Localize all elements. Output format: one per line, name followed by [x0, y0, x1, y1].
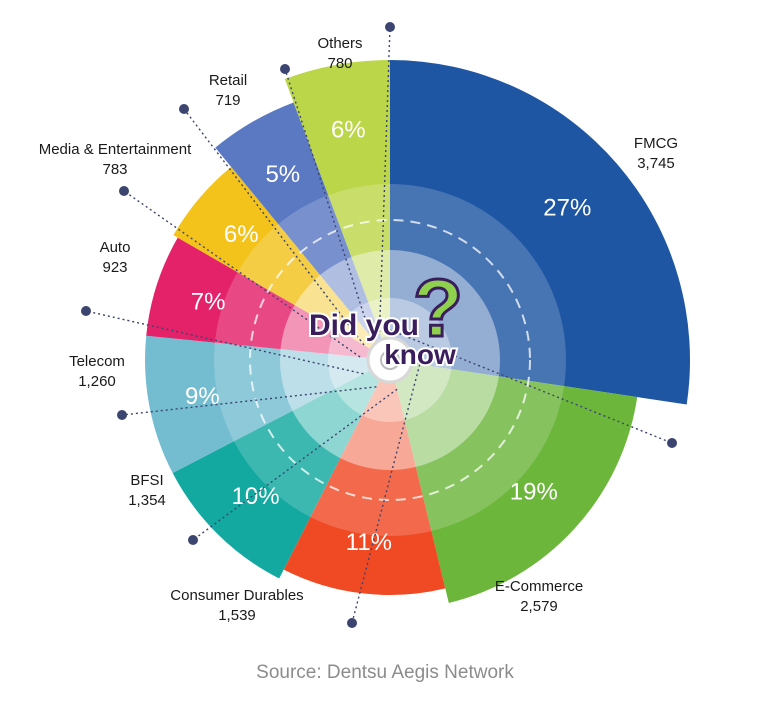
category-name: Auto [100, 239, 131, 256]
category-name: FMCG [634, 135, 678, 152]
leader-line [123, 190, 361, 358]
leader-dot [667, 438, 677, 448]
category-name: Telecom [69, 353, 125, 370]
percent-label: 19% [510, 479, 558, 506]
slice-fmcg [390, 59, 691, 405]
badge-line-1: Did you [309, 309, 419, 342]
category-value: 719 [215, 92, 240, 109]
leader-dot [347, 618, 357, 628]
category-value: 1,260 [78, 373, 116, 390]
percent-label: 6% [331, 117, 366, 144]
slice-telecom [145, 335, 390, 474]
leader-dot [119, 186, 129, 196]
leader-line [378, 26, 391, 332]
category-name: Media & Entertainment [39, 141, 192, 158]
category-labels: FMCG 3,745 E-Commerce 2,579 Consumer Durable… [39, 22, 678, 628]
badge-line-2: know [384, 339, 456, 370]
category-name: E-Commerce [495, 578, 583, 595]
category-value: 1,539 [218, 607, 256, 624]
category-name: Others [317, 35, 362, 52]
percent-label: 27% [543, 194, 591, 221]
slices [145, 59, 691, 603]
leader-line [389, 329, 673, 444]
leader-dot [117, 410, 127, 420]
category-value: 2,579 [520, 598, 558, 615]
slice-consumer-durables [283, 360, 446, 596]
source-note: Source: Dentsu Aegis Network [256, 662, 514, 683]
category-value: 923 [102, 259, 127, 276]
center-dot [380, 350, 400, 370]
dashed-ring [249, 219, 531, 501]
leader-dot [188, 535, 198, 545]
leader-dot [179, 104, 189, 114]
category-name: Retail [209, 72, 247, 89]
leader-dot [385, 22, 395, 32]
leader-dot [280, 64, 290, 74]
category-name: BFSI [130, 472, 163, 489]
category-value: 783 [102, 161, 127, 178]
category-value: 3,745 [637, 155, 675, 172]
leader-line [192, 388, 398, 541]
leader-dot [81, 306, 91, 316]
slice-e-commerce [390, 360, 638, 603]
percent-label: 5% [265, 161, 300, 188]
category-value: 780 [327, 55, 352, 72]
slice-bfsi [172, 360, 390, 579]
slice-media-entertainment [173, 166, 390, 360]
percent-label: 7% [191, 289, 226, 316]
percent-label: 6% [224, 221, 259, 248]
category-name: Consumer Durables [170, 587, 303, 604]
question-mark-icon: ? [413, 263, 463, 354]
slice-others [284, 60, 390, 360]
category-value: 1,354 [128, 492, 166, 509]
slice-retail [215, 102, 390, 360]
slice-auto [146, 237, 390, 360]
percent-labels: 27%19%11%10%9%7%6%5%6% [185, 117, 591, 556]
percent-label: 11% [346, 529, 392, 556]
leader-line [284, 68, 372, 338]
